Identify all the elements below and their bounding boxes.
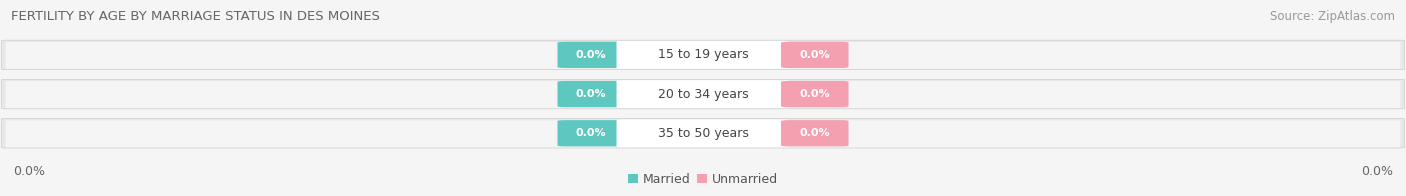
FancyBboxPatch shape: [616, 41, 790, 69]
FancyBboxPatch shape: [782, 120, 849, 146]
FancyBboxPatch shape: [1, 40, 1405, 70]
FancyBboxPatch shape: [558, 120, 624, 146]
Text: 20 to 34 years: 20 to 34 years: [658, 88, 748, 101]
FancyBboxPatch shape: [1, 119, 1405, 148]
Text: 15 to 19 years: 15 to 19 years: [658, 48, 748, 61]
Text: 0.0%: 0.0%: [1361, 165, 1393, 178]
FancyBboxPatch shape: [6, 81, 1400, 108]
FancyBboxPatch shape: [782, 81, 849, 107]
Text: 0.0%: 0.0%: [800, 50, 830, 60]
FancyBboxPatch shape: [558, 81, 624, 107]
Text: 0.0%: 0.0%: [800, 89, 830, 99]
FancyBboxPatch shape: [558, 42, 624, 68]
FancyBboxPatch shape: [616, 119, 790, 147]
Text: 0.0%: 0.0%: [13, 165, 45, 178]
Text: Source: ZipAtlas.com: Source: ZipAtlas.com: [1270, 10, 1395, 23]
Text: FERTILITY BY AGE BY MARRIAGE STATUS IN DES MOINES: FERTILITY BY AGE BY MARRIAGE STATUS IN D…: [11, 10, 380, 23]
Text: 0.0%: 0.0%: [576, 128, 606, 138]
Text: 0.0%: 0.0%: [800, 128, 830, 138]
FancyBboxPatch shape: [6, 120, 1400, 147]
FancyBboxPatch shape: [1, 79, 1405, 109]
FancyBboxPatch shape: [616, 80, 790, 108]
Legend: Married, Unmarried: Married, Unmarried: [628, 173, 778, 186]
Text: 0.0%: 0.0%: [576, 50, 606, 60]
Text: 0.0%: 0.0%: [576, 89, 606, 99]
Text: 35 to 50 years: 35 to 50 years: [658, 127, 748, 140]
FancyBboxPatch shape: [782, 42, 849, 68]
FancyBboxPatch shape: [6, 42, 1400, 69]
